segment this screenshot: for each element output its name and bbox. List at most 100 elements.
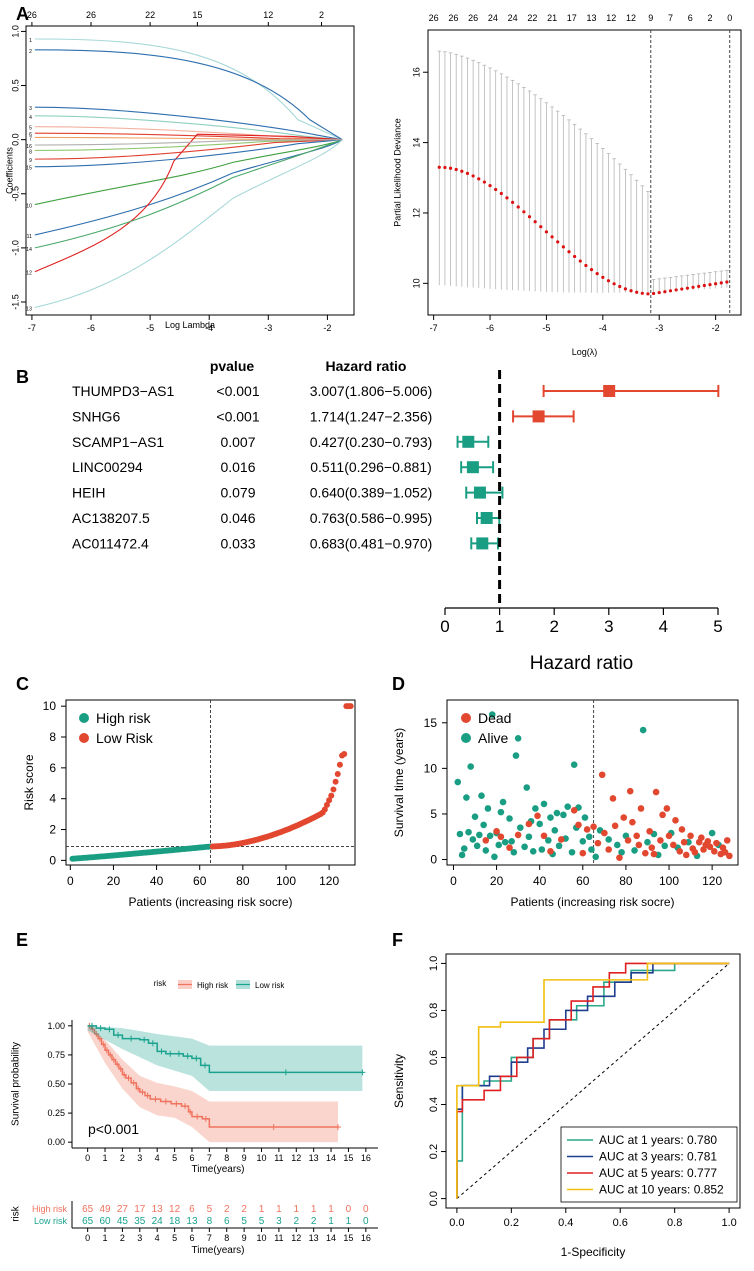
a1-series-label: 10 [26, 204, 32, 210]
e-x-tick-label: 1 [103, 1153, 108, 1163]
e-risk-x-tick-label: 16 [361, 1233, 371, 1243]
d-alive-point [473, 842, 481, 850]
e-risk-count: 2 [294, 1216, 300, 1227]
d-alive-point [525, 833, 533, 841]
e-risk-count: 1 [328, 1204, 334, 1215]
a1-top-tick-label: 26 [27, 10, 37, 20]
a2-deviance-point [533, 220, 537, 224]
d-alive-point [463, 794, 470, 801]
a2-deviance-point [494, 187, 498, 192]
a2-deviance-point [663, 290, 667, 294]
a1-y-tick-label: -1.0 [10, 240, 20, 256]
c-risk-point [326, 797, 333, 804]
d-y-tick-label: 10 [424, 761, 438, 775]
e-risk-table-label: risk [11, 1205, 22, 1222]
d-dead-point [626, 787, 634, 795]
a2-x-tick-label: -2 [712, 323, 720, 333]
d-alive-point [588, 846, 595, 853]
d-dead-point [629, 818, 636, 826]
d-dead-point [650, 850, 658, 858]
d-alive-point [460, 845, 468, 852]
a2-deviance-point [708, 283, 712, 287]
e-risk-count: 17 [134, 1204, 146, 1215]
d-alive-point [486, 832, 494, 840]
c-x-tick-label: 40 [150, 874, 164, 888]
d-dead-point [609, 795, 617, 802]
a2-deviance-point [443, 165, 447, 170]
a1-series-line-2 [34, 49, 343, 141]
a1-series-label: 14 [26, 247, 32, 253]
d-alive-point [510, 848, 518, 856]
d-dead-point [605, 846, 612, 853]
f-roc-curve-3 [456, 962, 730, 1199]
a2-plot-frame [427, 29, 742, 316]
b-x-tick-label: 0 [440, 617, 449, 636]
d-alive-point [480, 821, 487, 829]
a2-top-tick-label: 9 [648, 13, 653, 23]
a2-deviance-point [612, 282, 616, 286]
d-dead-point [534, 812, 541, 820]
a2-deviance-point [674, 288, 678, 292]
a2-deviance-point [646, 292, 650, 296]
e-risk-count: 35 [134, 1216, 146, 1227]
a2-x-tick-label: -3 [655, 323, 663, 333]
a2-top-tick-label: 22 [527, 13, 537, 23]
b-row-pvalue: 0.033 [220, 535, 255, 551]
d-dead-point [691, 848, 699, 856]
d-dead-point [575, 821, 582, 829]
d-alive-point [570, 761, 578, 769]
b-hr-marker [466, 461, 479, 474]
e-y-tick-label: 0.00 [47, 1137, 65, 1147]
a2-top-tick-label: 26 [448, 13, 458, 23]
d-dead-point [540, 832, 548, 840]
d-alive-point [506, 815, 513, 822]
d-dead-point [557, 836, 565, 843]
a2-deviance-point [454, 167, 458, 172]
e-risk-x-tick-label: 0 [85, 1233, 90, 1243]
a1-series-label: 11 [27, 234, 32, 240]
c-x-tick-label: 120 [319, 874, 339, 888]
d-alive-point [553, 809, 561, 817]
d-legend-alive-marker [461, 733, 471, 743]
a2-x-tick-label: -7 [430, 323, 438, 333]
d-dead-point [665, 832, 673, 840]
d-legend-alive-label: Alive [478, 730, 509, 746]
a2-deviance-point [477, 177, 481, 181]
e-risk-count: 2 [311, 1216, 317, 1227]
a2-deviance-point [719, 281, 723, 285]
d-alive-point [532, 805, 539, 812]
d-alive-point [501, 838, 509, 846]
e-risk-count: 1 [311, 1204, 317, 1215]
a1-series-label: 5 [29, 126, 32, 132]
b-row-name: SNHG6 [72, 408, 120, 424]
a2-top-tick-label: 24 [488, 13, 498, 23]
d-dead-point [598, 771, 606, 779]
d-alive-point [484, 805, 492, 812]
c-y-tick-label: 0 [49, 853, 56, 867]
b-row-pvalue: 0.016 [220, 459, 255, 475]
a1-series-label: 13 [26, 306, 32, 312]
d-alive-point [454, 778, 462, 786]
c-risk-point [334, 771, 341, 778]
e-x-tick-label: 11 [274, 1153, 283, 1163]
d-dead-point [646, 827, 653, 835]
d-alive-point [560, 811, 567, 819]
d-alive-point [482, 847, 490, 854]
b-hr-marker [480, 512, 493, 524]
d-x-tick-label: 20 [490, 874, 504, 888]
d-alive-point [547, 814, 554, 821]
panel-label-a: A [16, 4, 29, 24]
a2-deviance-point [606, 279, 611, 283]
a1-series-line-12 [34, 133, 343, 273]
a2-deviance-point [725, 280, 729, 284]
a1-top-tick-label: 22 [145, 10, 155, 20]
d-dead-point [710, 848, 718, 855]
a1-series-line-1 [34, 38, 343, 141]
d-dead-point [657, 837, 664, 844]
d-plot-frame [446, 699, 739, 866]
panel-label-c: C [16, 674, 29, 694]
b-x-tick-label: 2 [549, 617, 558, 636]
d-alive-point [465, 828, 472, 836]
e-x-tick-label: 8 [224, 1153, 229, 1163]
